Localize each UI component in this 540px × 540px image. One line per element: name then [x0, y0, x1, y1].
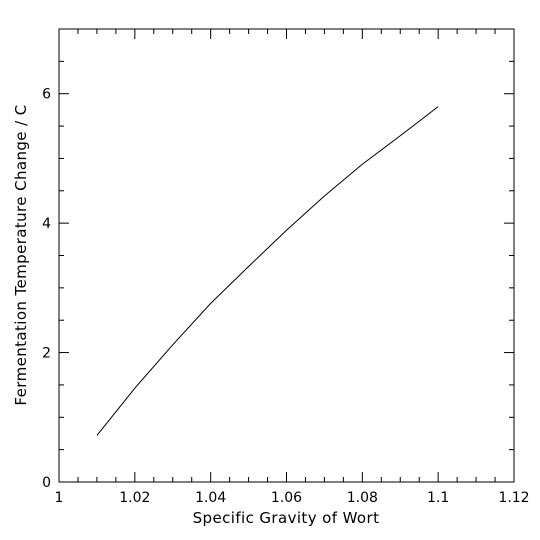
x-tick-label: 1.1: [427, 490, 449, 506]
x-tick-label: 1: [55, 490, 64, 506]
y-tick-label: 6: [42, 87, 51, 103]
x-axis-title: Specific Gravity of Wort: [193, 509, 380, 527]
x-tick-label: 1.04: [195, 490, 226, 506]
y-tick-label: 0: [42, 475, 51, 491]
y-tick-label: 2: [42, 346, 51, 362]
x-tick-label: 1.06: [271, 490, 302, 506]
y-axis-title: Fermentation Temperature Change / C: [12, 104, 30, 405]
major-ticks: [58, 29, 515, 483]
x-tick-label: 1.12: [498, 490, 529, 506]
y-tick-labels: 0 2 4 6: [42, 87, 51, 491]
series-group: [96, 106, 439, 436]
plot-frame: [58, 28, 515, 483]
minor-ticks: [59, 28, 514, 482]
x-tick-label: 1.02: [119, 490, 150, 506]
series-line: [96, 106, 439, 436]
y-tick-label: 4: [42, 216, 51, 232]
x-tick-label: 1.08: [347, 490, 378, 506]
x-tick-labels: 1 1.02 1.04 1.06 1.08 1.1 1.12: [55, 490, 530, 506]
